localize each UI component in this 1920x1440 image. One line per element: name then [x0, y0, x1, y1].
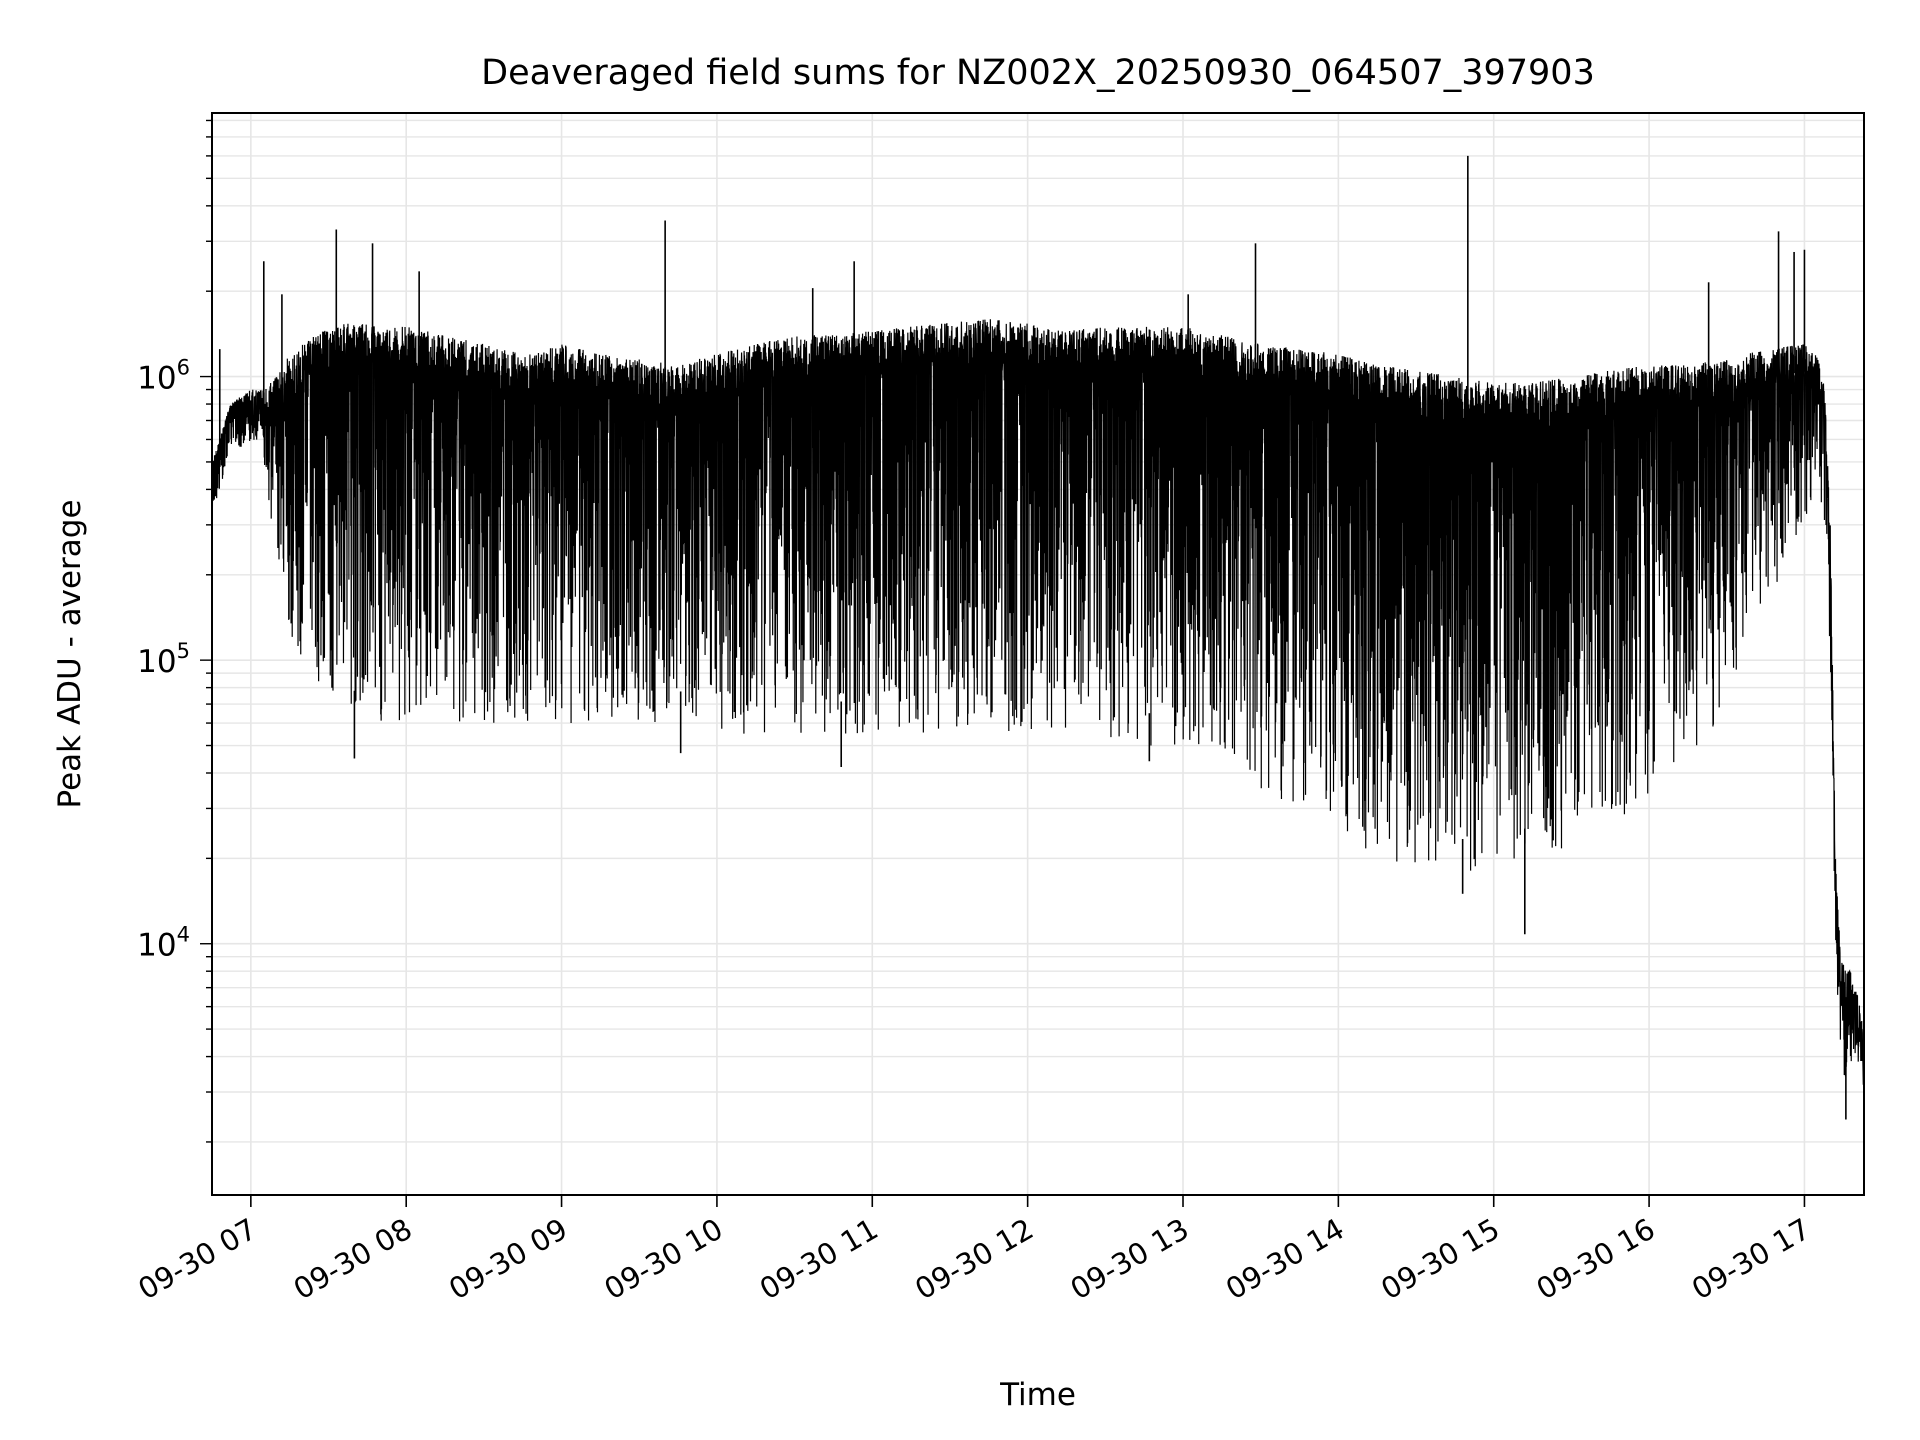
data-layer [212, 155, 1864, 1120]
y-tick-exponent: 6 [177, 356, 190, 380]
x-axis-label: Time [999, 1377, 1076, 1413]
y-tick-base: 10 [137, 928, 176, 964]
y-tick-label: 104 [137, 923, 190, 964]
y-tick-base: 10 [137, 361, 176, 397]
series-line [212, 319, 1864, 1085]
plot-frame [211, 112, 1865, 1196]
y-tick-exponent: 5 [177, 639, 190, 663]
chart-title: Deaveraged field sums for NZ002X_2025093… [481, 53, 1595, 93]
y-tick-base: 10 [137, 644, 176, 680]
y-axis-label: Peak ADU - average [52, 499, 88, 808]
y-tick-label: 106 [137, 356, 190, 397]
y-tick-label: 105 [137, 639, 190, 680]
y-tick-exponent: 4 [177, 923, 190, 947]
